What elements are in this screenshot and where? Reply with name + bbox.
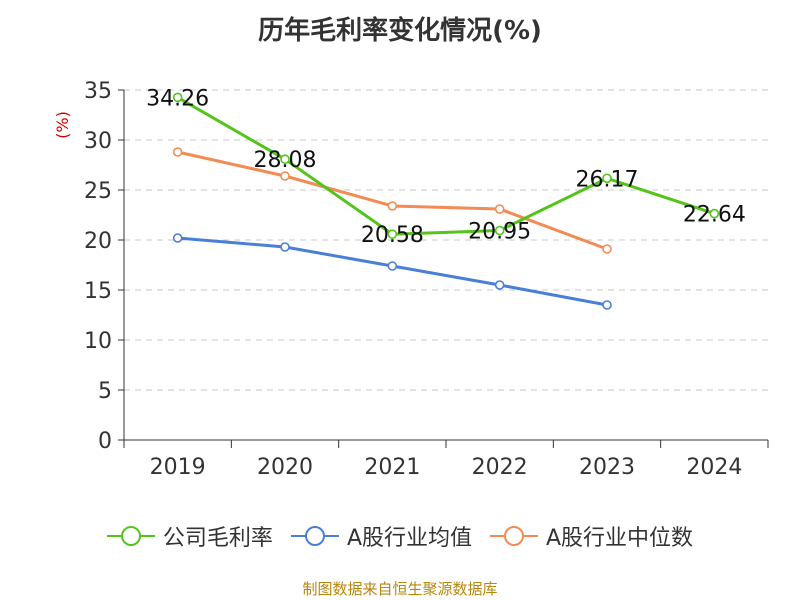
legend-item[interactable]: A股行业中位数 xyxy=(490,520,693,552)
data-point xyxy=(602,300,612,310)
data-label: 20.58 xyxy=(361,223,424,248)
x-tick-label: 2022 xyxy=(472,455,528,480)
x-tick-label: 2024 xyxy=(686,455,742,480)
data-point xyxy=(280,242,290,252)
y-tick-label: 35 xyxy=(84,79,112,104)
y-tick-label: 5 xyxy=(98,379,112,404)
data-point xyxy=(172,233,183,243)
legend-symbol xyxy=(290,526,339,546)
data-point xyxy=(494,225,505,236)
series-line xyxy=(176,96,715,236)
data-point xyxy=(494,280,505,290)
data-point xyxy=(172,92,183,103)
x-tick-label: 2020 xyxy=(257,455,313,480)
x-tick-label: 2023 xyxy=(579,455,635,480)
source-note: 制图数据来自恒生聚源数据库 xyxy=(302,580,498,598)
data-point xyxy=(709,208,720,219)
legend-label: 公司毛利率 xyxy=(162,526,273,551)
data-point xyxy=(172,147,183,157)
legend-label: A股行业中位数 xyxy=(546,526,694,551)
data-point xyxy=(387,201,398,211)
data-point xyxy=(280,171,290,181)
legend-item[interactable]: A股行业均值 xyxy=(290,520,472,552)
data-label: 22.64 xyxy=(683,203,746,228)
data-point xyxy=(387,229,398,239)
legend: 公司毛利率 A股行业均值 A股行业中位数 xyxy=(0,520,800,552)
x-tick-label: 2021 xyxy=(364,455,420,480)
y-tick-label: 20 xyxy=(84,229,112,254)
y-tick-label: 10 xyxy=(84,329,112,354)
data-point xyxy=(494,204,505,214)
y-tick-label: 15 xyxy=(84,279,112,304)
y-tick-label: 25 xyxy=(84,179,112,204)
data-label: 34.26 xyxy=(146,86,209,111)
chart-title: 历年毛利率变化情况(%) xyxy=(258,16,542,46)
legend-label: A股行业均值 xyxy=(346,526,472,551)
data-point xyxy=(280,154,290,164)
y-tick-label: 0 xyxy=(98,429,112,454)
data-label: 20.95 xyxy=(468,220,531,245)
data-point xyxy=(602,244,612,254)
data-label: 28.08 xyxy=(254,148,317,173)
data-label: 26.17 xyxy=(576,167,639,192)
y-axis-label: (%) xyxy=(53,111,72,139)
x-tick-label: 2019 xyxy=(150,455,206,480)
data-point xyxy=(602,173,612,184)
data-point xyxy=(387,261,398,271)
y-tick-label: 30 xyxy=(84,129,112,154)
legend-item[interactable]: 公司毛利率 xyxy=(106,520,273,552)
legend-symbol xyxy=(106,526,155,546)
legend-symbol xyxy=(490,526,538,546)
